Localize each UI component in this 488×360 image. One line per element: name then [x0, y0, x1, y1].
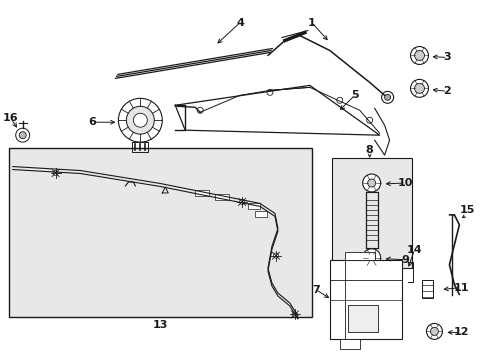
Text: 1: 1	[307, 18, 315, 28]
Bar	[247, 203, 260, 209]
Text: 10: 10	[397, 178, 412, 188]
Bar	[347, 305, 377, 332]
Circle shape	[410, 80, 427, 97]
Bar	[215, 194, 228, 200]
Circle shape	[381, 91, 393, 103]
Circle shape	[16, 128, 30, 142]
Text: 16: 16	[3, 113, 19, 123]
Bar	[195, 190, 209, 196]
Text: 4: 4	[236, 18, 244, 28]
Circle shape	[414, 84, 424, 93]
Text: 8: 8	[365, 145, 373, 155]
Circle shape	[273, 253, 278, 258]
Circle shape	[384, 94, 390, 100]
Bar	[329, 260, 401, 339]
Circle shape	[133, 113, 147, 127]
Circle shape	[367, 254, 375, 262]
Text: 14: 14	[406, 245, 422, 255]
Text: 11: 11	[453, 283, 468, 293]
Circle shape	[366, 117, 372, 123]
Text: 9: 9	[401, 255, 408, 265]
Text: 6: 6	[88, 117, 96, 127]
Text: 5: 5	[350, 90, 358, 100]
Circle shape	[414, 50, 424, 60]
Circle shape	[239, 199, 244, 204]
Text: 13: 13	[152, 320, 167, 330]
Text: 12: 12	[453, 327, 468, 337]
Text: 15: 15	[459, 205, 474, 215]
Bar	[331, 158, 411, 268]
Bar	[9, 148, 311, 318]
Circle shape	[362, 174, 380, 192]
Circle shape	[118, 98, 162, 142]
Text: 3: 3	[443, 53, 450, 63]
Circle shape	[429, 328, 438, 336]
Text: 7: 7	[311, 284, 319, 294]
Circle shape	[266, 89, 272, 95]
Circle shape	[362, 249, 380, 267]
Bar	[421, 280, 432, 298]
Circle shape	[292, 312, 297, 317]
Circle shape	[410, 46, 427, 64]
Circle shape	[426, 323, 442, 339]
Text: 2: 2	[443, 86, 450, 96]
Circle shape	[367, 179, 375, 187]
Bar	[339, 339, 359, 349]
Circle shape	[197, 107, 203, 113]
Circle shape	[336, 97, 342, 103]
Circle shape	[19, 132, 26, 139]
Circle shape	[53, 171, 58, 176]
Circle shape	[126, 106, 154, 134]
Bar	[254, 211, 266, 217]
Bar	[344, 252, 374, 260]
